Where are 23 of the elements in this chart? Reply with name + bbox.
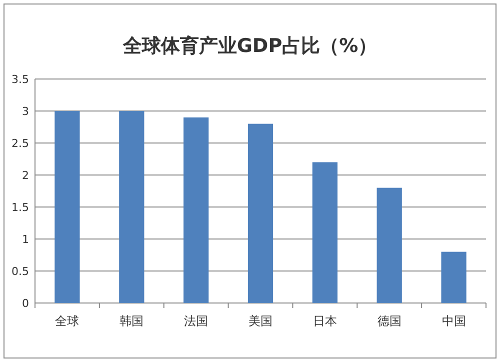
bar (119, 111, 144, 303)
x-tick-label: 中国 (442, 314, 466, 328)
x-tick-label: 法国 (184, 314, 208, 328)
bar (248, 124, 274, 303)
y-tick-label: 0.5 (12, 265, 29, 278)
chart-title: 全球体育产业GDP占比（%） (122, 35, 378, 57)
y-tick-label: 2.5 (12, 137, 29, 150)
bar (184, 117, 209, 303)
x-tick-label: 日本 (312, 314, 337, 328)
x-tick-label: 美国 (248, 314, 272, 328)
x-tick-label: 韩国 (120, 314, 144, 328)
x-tick-label: 全球 (55, 314, 80, 328)
y-tick-label: 1 (22, 233, 29, 246)
bar (441, 252, 466, 303)
y-tick-label: 2 (22, 169, 29, 182)
bar (312, 162, 338, 303)
y-tick-label: 0 (22, 297, 29, 310)
bar (376, 188, 402, 303)
bar (54, 111, 80, 303)
x-tick-label: 德国 (377, 314, 402, 328)
y-tick-label: 3.5 (12, 73, 29, 86)
y-tick-label: 1.5 (12, 201, 29, 214)
y-tick-label: 3 (22, 105, 29, 118)
